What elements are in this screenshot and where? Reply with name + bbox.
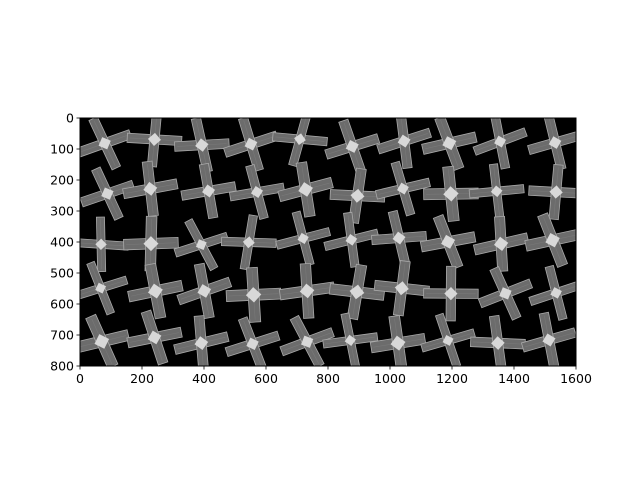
image-tile xyxy=(80,260,129,316)
y-tick-label: 500 xyxy=(50,266,74,281)
image-tile xyxy=(126,309,183,366)
y-axis: 0 100 200 300 400 500 600 700 800 xyxy=(50,111,80,374)
image-tile xyxy=(275,210,332,267)
image-plot-area xyxy=(79,117,577,367)
image-tile xyxy=(224,316,281,366)
image-tile xyxy=(524,212,576,268)
image-tile xyxy=(80,313,131,366)
image-tile xyxy=(477,266,534,321)
x-axis: 0 200 400 600 800 1000 1200 1400 1600 xyxy=(76,366,592,386)
image-tile xyxy=(173,218,230,272)
y-tick-label: 600 xyxy=(50,297,74,312)
image-tile xyxy=(176,262,233,320)
image-tile xyxy=(420,312,476,366)
image-tile xyxy=(80,166,136,221)
image-tile xyxy=(323,211,380,268)
image-tile xyxy=(423,165,479,223)
x-tick-label: 400 xyxy=(192,371,216,386)
image-tile xyxy=(371,209,428,267)
y-tick-label: 200 xyxy=(50,173,74,188)
y-tick-label: 800 xyxy=(50,359,74,374)
image-tile xyxy=(223,118,279,173)
x-tick-label: 600 xyxy=(254,371,278,386)
x-tick-label: 0 xyxy=(76,371,84,386)
image-tile xyxy=(528,164,576,221)
x-tick-label: 1400 xyxy=(498,371,530,386)
tile-grid xyxy=(80,118,576,366)
x-tick-label: 800 xyxy=(316,371,340,386)
x-tick-label: 1600 xyxy=(560,371,592,386)
image-tile xyxy=(527,118,576,171)
image-tile xyxy=(324,118,381,175)
image-tile xyxy=(423,265,479,322)
image-tile xyxy=(126,118,183,168)
image-tile xyxy=(369,314,427,366)
image-tile xyxy=(419,214,477,270)
image-tile xyxy=(322,312,379,366)
y-tick-label: 0 xyxy=(66,111,74,126)
y-tick-label: 400 xyxy=(50,235,74,250)
image-tile xyxy=(173,315,230,366)
image-tile xyxy=(123,215,179,272)
image-tile xyxy=(127,262,184,320)
image-tile xyxy=(376,118,433,170)
image-tile xyxy=(225,266,282,323)
x-tick-label: 200 xyxy=(130,371,154,386)
image-tile xyxy=(173,118,230,174)
image-tile xyxy=(279,314,335,366)
image-tile xyxy=(277,161,334,218)
image-tile xyxy=(374,160,431,217)
image-tile xyxy=(421,118,478,172)
image-tile xyxy=(373,260,430,317)
image-tile xyxy=(271,118,328,168)
x-tick-label: 1000 xyxy=(374,371,406,386)
image-tile xyxy=(468,163,525,220)
y-tick-label: 100 xyxy=(50,142,74,157)
y-tick-label: 300 xyxy=(50,204,74,219)
image-tile xyxy=(80,118,133,171)
image-tile xyxy=(80,216,129,273)
image-tile xyxy=(469,314,526,366)
image-tile xyxy=(528,264,576,321)
image-tile xyxy=(180,162,237,220)
x-tick-label: 1200 xyxy=(436,371,468,386)
image-tile xyxy=(122,160,179,217)
image-tile xyxy=(328,263,386,321)
image-tile xyxy=(228,164,286,220)
image-tile xyxy=(329,167,386,224)
image-tile xyxy=(472,118,528,170)
image-tile xyxy=(520,311,576,366)
image-tile xyxy=(472,215,530,272)
y-tick-label: 700 xyxy=(50,328,74,343)
